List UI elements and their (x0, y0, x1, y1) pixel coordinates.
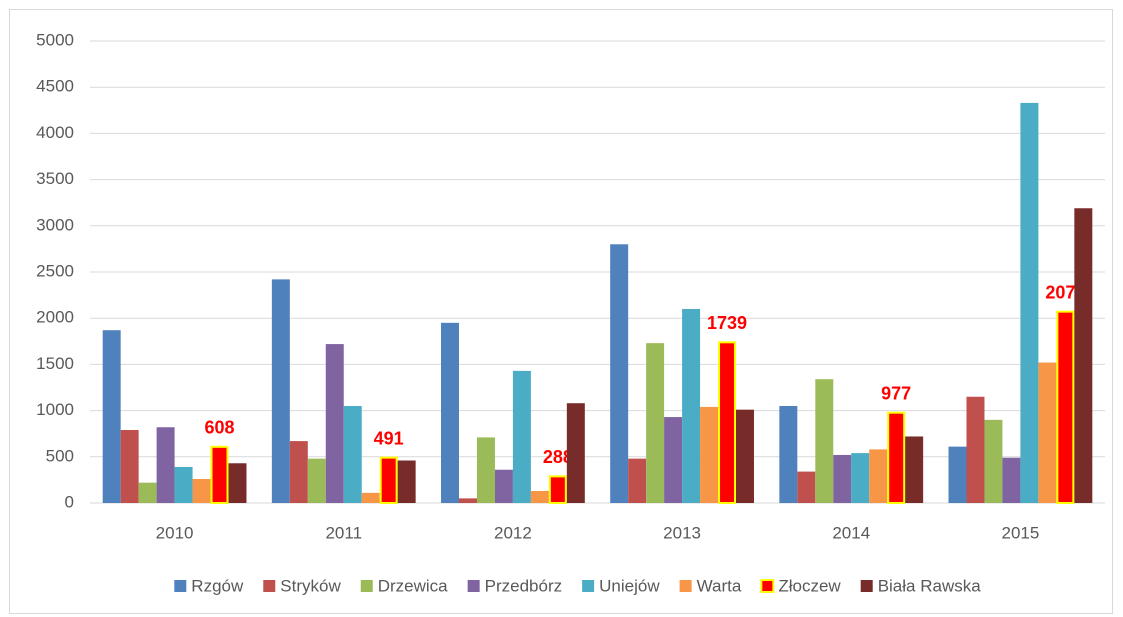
data-label: 1739 (707, 313, 747, 333)
x-tick-label: 2014 (832, 523, 870, 542)
y-tick-label: 1500 (36, 354, 74, 373)
legend-label: Rzgów (191, 576, 244, 595)
bar (646, 343, 665, 503)
chart-border (9, 9, 1113, 614)
x-tick-label: 2012 (494, 523, 532, 542)
x-tick-label: 2010 (156, 523, 194, 542)
bar (156, 427, 175, 503)
legend-swatch (263, 580, 276, 592)
y-tick-label: 0 (65, 492, 74, 511)
bar (458, 498, 477, 503)
bar (210, 445, 229, 504)
y-tick-label: 3500 (36, 169, 74, 188)
bar (610, 244, 629, 503)
data-label: 491 (374, 428, 404, 448)
y-tick-label: 2000 (36, 308, 74, 327)
bar (984, 419, 1003, 503)
x-tick-label: 2015 (1002, 523, 1040, 542)
bar (905, 436, 924, 503)
bar (628, 458, 647, 503)
bar (494, 469, 513, 503)
y-tick-label: 2500 (36, 261, 74, 280)
legend-swatch (467, 580, 480, 592)
bar (1074, 208, 1093, 503)
bar (815, 379, 834, 503)
bar (700, 406, 719, 503)
bar (966, 396, 985, 503)
bar (779, 405, 798, 503)
bar (833, 454, 852, 503)
bar (566, 403, 585, 503)
y-tick-label: 1000 (36, 400, 74, 419)
data-label: 288 (543, 447, 573, 467)
bar (379, 456, 398, 504)
legend-label: Stryków (280, 576, 341, 595)
bar (530, 490, 549, 503)
bar (948, 446, 967, 503)
bar (736, 409, 754, 503)
x-tick-label: 2013 (663, 523, 701, 542)
legend-swatch (860, 580, 873, 592)
bar (869, 449, 888, 503)
bar (343, 405, 362, 503)
legend-label: Przedbórz (485, 576, 562, 595)
bar (797, 471, 816, 503)
bar (1038, 362, 1057, 503)
legend-swatch (760, 579, 775, 593)
bar (289, 441, 308, 503)
legend-label: Uniejów (599, 576, 660, 595)
bar (120, 430, 139, 503)
data-label: 608 (204, 418, 234, 438)
y-tick-label: 5000 (36, 30, 74, 49)
bar (397, 460, 416, 503)
legend-label: Warta (697, 576, 742, 595)
legend-swatch (174, 580, 187, 592)
data-label: 977 (881, 383, 911, 403)
bar (512, 370, 531, 503)
bar (1002, 457, 1021, 503)
bar (361, 492, 380, 503)
bar (476, 437, 495, 503)
legend-label: Biała Rawska (878, 576, 982, 595)
legend-label: Złoczew (778, 576, 841, 595)
bar (138, 482, 157, 503)
legend-swatch (582, 580, 595, 592)
bar (307, 458, 326, 503)
bar (271, 279, 290, 503)
x-tick-label: 2011 (325, 523, 362, 542)
legend-label: Drzewica (378, 576, 448, 595)
bar (325, 344, 344, 503)
bar (1056, 310, 1075, 504)
bar (192, 478, 211, 503)
bar (887, 411, 906, 504)
bar (228, 463, 247, 503)
bar (682, 308, 701, 503)
bar (548, 475, 567, 504)
y-tick-label: 500 (46, 446, 74, 465)
bar (102, 330, 121, 503)
legend-swatch (360, 580, 373, 592)
y-tick-label: 4500 (36, 77, 74, 96)
bar (174, 466, 193, 503)
y-tick-label: 3000 (36, 215, 74, 234)
bar (664, 417, 683, 503)
bar (1020, 102, 1039, 504)
bar (851, 453, 870, 503)
bar (718, 341, 737, 504)
legend-swatch (679, 580, 692, 592)
y-tick-label: 4000 (36, 123, 74, 142)
bar (441, 322, 459, 503)
